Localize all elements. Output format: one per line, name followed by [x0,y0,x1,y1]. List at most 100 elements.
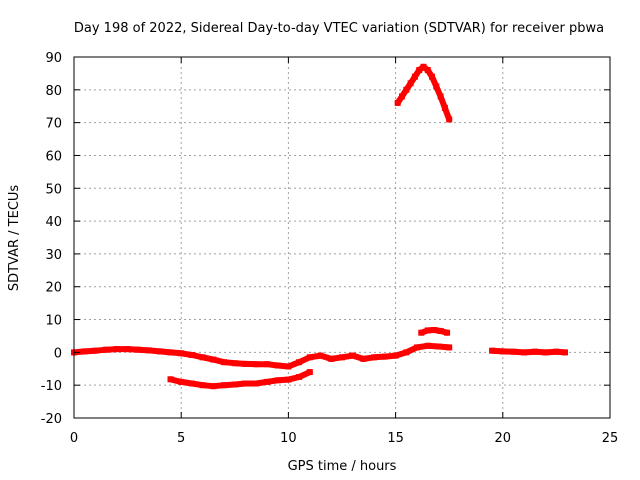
x-axis-title: GPS time / hours [288,459,397,474]
data-point [532,348,538,355]
data-point [274,362,281,369]
data-point [360,355,367,362]
data-point [306,354,313,361]
data-point [81,348,88,355]
series-upper-arc [394,63,453,123]
series-lower-trace [167,369,313,390]
data-point [306,369,313,376]
data-point [221,359,228,366]
data-point [418,329,425,336]
x-tick-label: 20 [495,431,512,446]
data-point [429,73,435,80]
data-point [103,346,110,353]
data-point [296,359,303,366]
y-tick-label: 80 [45,84,62,99]
data-point [242,380,249,387]
data-point [394,99,401,106]
y-tick-label: 0 [54,346,62,361]
data-point [433,83,440,90]
series-main-trace [71,342,453,370]
data-point [167,349,174,356]
data-point [178,378,185,385]
data-point [210,383,217,390]
data-point [499,348,506,355]
y-tick-label: 10 [45,314,62,329]
data-point [199,354,206,361]
data-point [420,63,427,70]
axis-tick-labels: 0 5 10 15 20 25 -20 -10 0 10 20 30 40 50 60 70 80 90 [41,51,619,446]
data-point [253,361,260,368]
data-point [231,360,238,367]
data-point [403,86,410,93]
data-point [253,380,260,387]
series-small-hump [418,327,451,336]
chart-title: Day 198 of 2022, Sidereal Day-to-day VTE… [74,21,604,36]
data-point [446,344,453,351]
data-point [285,376,292,383]
data-point [274,377,281,384]
data-point [411,73,418,80]
data-point [424,67,431,74]
data-point [146,347,152,354]
data-point [231,381,238,388]
data-point [437,328,444,334]
data-point [510,348,517,355]
data-point [424,342,431,349]
data-point [264,361,270,368]
data-point [178,350,185,357]
data-point [135,346,142,353]
data-point [124,346,131,353]
data-point [424,327,431,334]
data-point [414,344,420,351]
data-point [441,104,448,111]
data-point [156,348,163,355]
data-point [317,352,324,359]
data-point [210,356,217,363]
data-point [446,116,453,123]
data-point [392,352,399,359]
data-point [113,346,120,353]
x-tick-label: 15 [387,431,404,446]
y-tick-label: 60 [45,149,62,164]
data-point [242,360,249,367]
data-point [431,327,438,333]
data-point [167,376,174,383]
x-tick-label: 5 [177,431,185,446]
data-point [199,382,206,389]
data-point [416,67,423,74]
data-point [435,343,442,350]
data-point [339,354,345,361]
y-tick-label: 70 [45,117,62,132]
y-tick-label: 30 [45,248,62,263]
data-point [349,352,356,359]
y-tick-label: 50 [45,182,62,197]
data-point [188,380,195,387]
y-tick-label: 90 [45,51,62,66]
data-point [489,347,496,354]
data-point [521,349,528,356]
data-point [444,329,451,336]
data-point [542,349,549,356]
y-tick-label: -20 [41,412,62,427]
y-tick-label: 40 [45,215,62,230]
y-tick-label: -10 [41,379,62,394]
data-point [553,348,560,355]
data-point [399,93,405,100]
series-late-trace [489,347,568,356]
data-point [92,347,99,354]
x-tick-label: 10 [280,431,297,446]
data-point [296,374,303,380]
data-point [285,363,292,370]
data-point [407,80,414,87]
data-point [188,352,195,358]
data-point [381,353,388,360]
y-axis-title: SDTVAR / TECUs [7,185,22,292]
y-tick-label: 20 [45,281,62,296]
data-series-layer [71,63,568,390]
data-point [437,93,444,100]
data-point [371,354,378,361]
x-tick-label: 0 [70,431,78,446]
plot-frame [73,56,611,419]
